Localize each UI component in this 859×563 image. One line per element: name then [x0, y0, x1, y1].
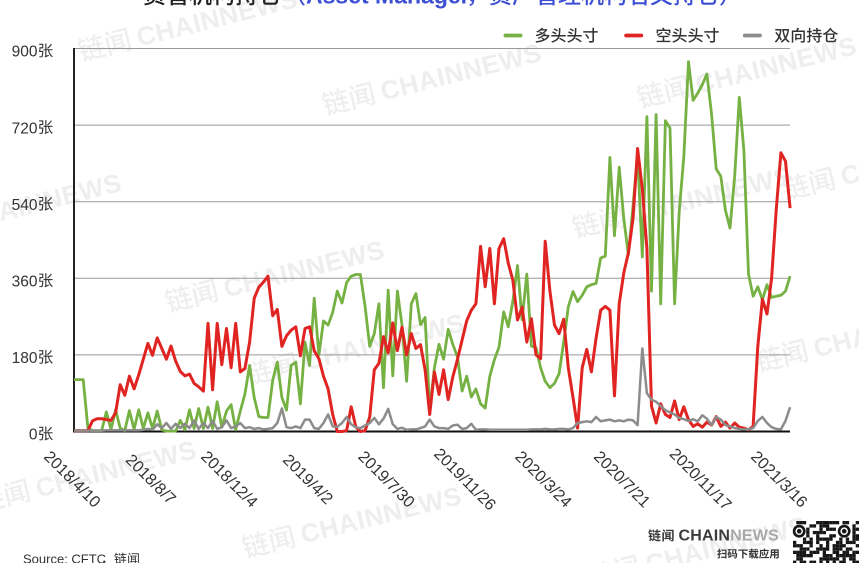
svg-text:180: 180 — [12, 350, 38, 367]
svg-text:360: 360 — [12, 274, 38, 291]
svg-text:Source: CFTC: Source: CFTC — [23, 552, 106, 563]
svg-text:540: 540 — [12, 197, 38, 214]
svg-text:720: 720 — [12, 120, 38, 137]
svg-text:0: 0 — [29, 427, 38, 444]
svg-text:CHAINNEWS: CHAINNEWS — [679, 527, 780, 544]
svg-text:Asset Manager: Asset Manager — [306, 0, 470, 8]
svg-text:900: 900 — [12, 44, 38, 61]
